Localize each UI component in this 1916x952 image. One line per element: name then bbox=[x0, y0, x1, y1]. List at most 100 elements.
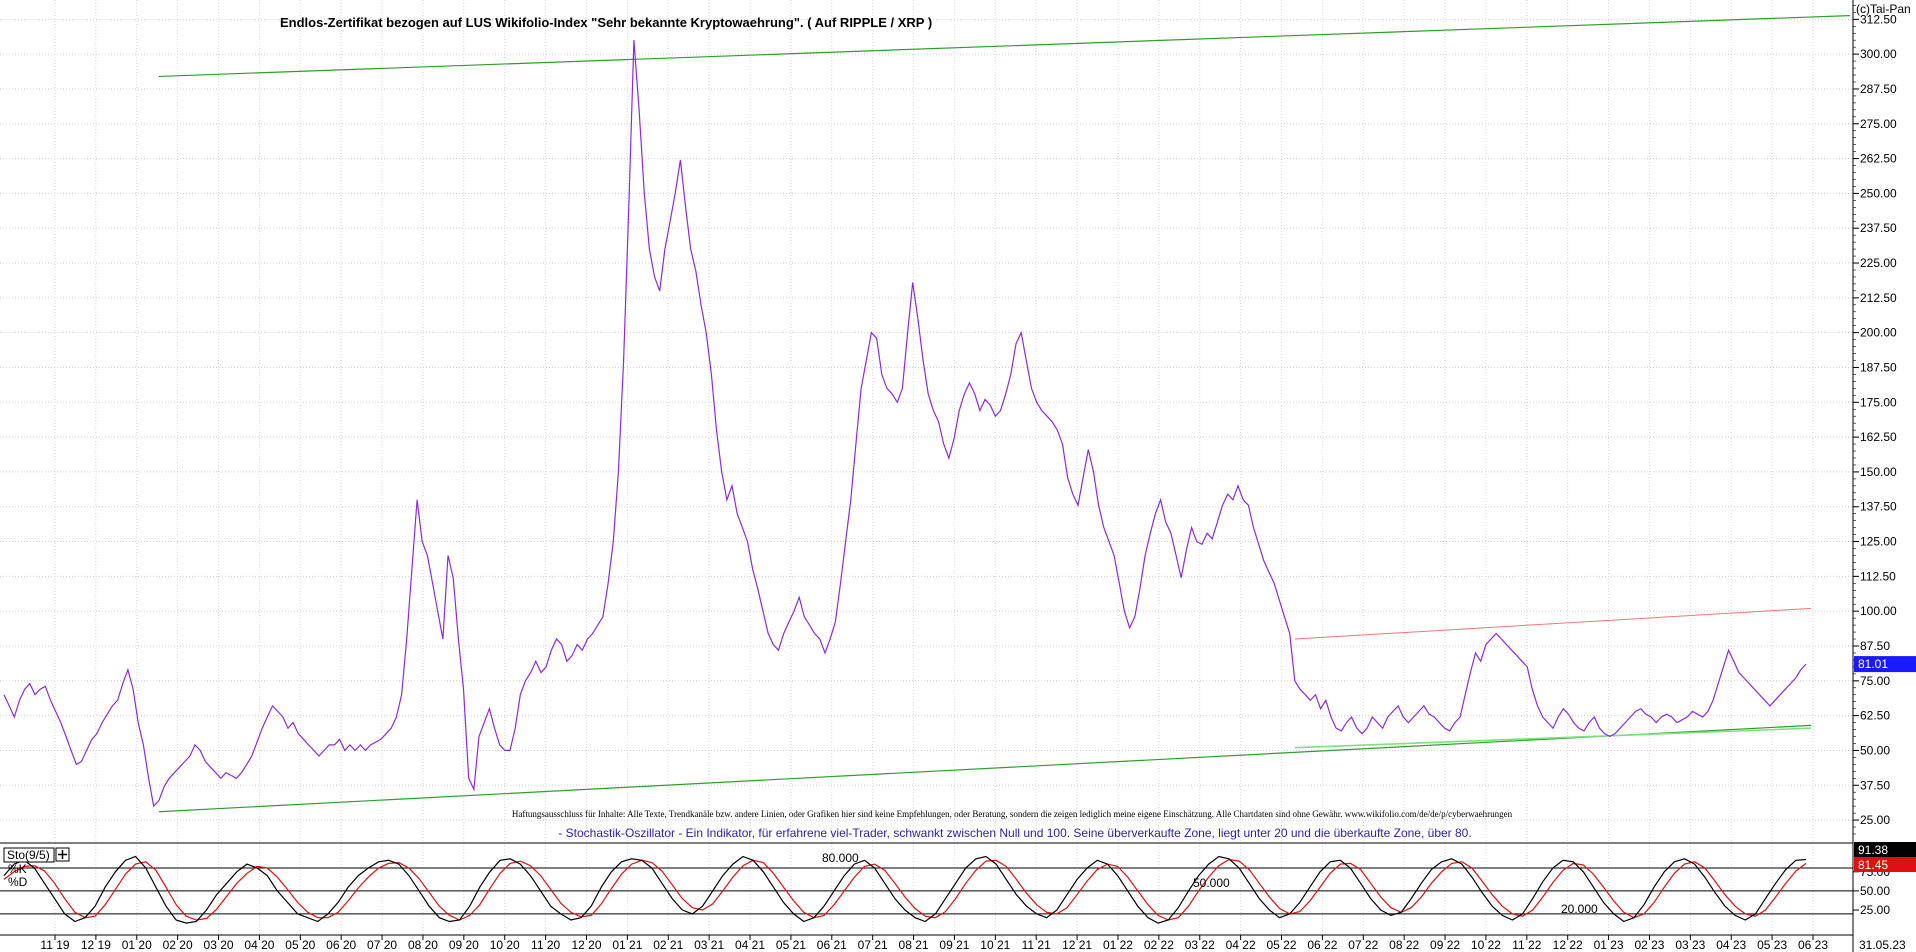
last-value-badge-text: 81.01 bbox=[1858, 657, 1888, 671]
y-tick-label: 200.00 bbox=[1860, 326, 1897, 340]
level-80-label: 80.000 bbox=[822, 851, 859, 865]
y-tick-label: 87.50 bbox=[1860, 639, 1890, 653]
x-tick-label: 04 20 bbox=[244, 938, 274, 952]
x-tick-label: 12 22 bbox=[1553, 938, 1583, 952]
y-tick-label: 250.00 bbox=[1860, 186, 1897, 200]
d-badge-bg bbox=[1854, 857, 1916, 872]
last-value-badge: 81.01 bbox=[1854, 656, 1916, 673]
y-tick-label: 287.50 bbox=[1860, 82, 1897, 96]
trend-line-trend-lightgreen bbox=[1294, 727, 1812, 749]
x-tick-label: 01 23 bbox=[1594, 938, 1624, 952]
y-tick-label: 212.50 bbox=[1860, 291, 1897, 305]
x-tick-label: 10 21 bbox=[980, 938, 1010, 952]
x-tick-label: 04 22 bbox=[1226, 938, 1256, 952]
x-tick-label: 02 21 bbox=[653, 938, 683, 952]
y-tick-label: 150.00 bbox=[1860, 465, 1897, 479]
y-tick-label: 125.00 bbox=[1860, 535, 1897, 549]
k-badge-text: 91.38 bbox=[1858, 843, 1888, 857]
k-value-badge: 91.38 bbox=[1854, 842, 1916, 857]
main-panel: Endlos-Zertifikat bezogen auf LUS Wikifo… bbox=[0, 0, 1853, 935]
x-tick-label: 02 22 bbox=[1144, 938, 1174, 952]
end-date-label: 31.05.23 bbox=[1859, 938, 1906, 952]
x-tick-label: 11 20 bbox=[531, 938, 560, 952]
x-tick-label: 12 21 bbox=[1062, 938, 1092, 952]
x-tick-label: 05 23 bbox=[1757, 938, 1787, 952]
x-tick-label: 03 23 bbox=[1675, 938, 1705, 952]
x-tick-label: 04 21 bbox=[735, 938, 765, 952]
y-tick-label: 137.50 bbox=[1860, 500, 1897, 514]
stochastic-gridlines bbox=[0, 867, 1853, 915]
x-tick-label: 11 19 bbox=[40, 938, 69, 952]
stochastic-label: Sto(9/5) bbox=[7, 848, 50, 862]
copyright-label: (c)Tai-Pan bbox=[1856, 2, 1911, 16]
x-tick-label: 08 21 bbox=[899, 938, 929, 952]
x-tick-label: 05 20 bbox=[285, 938, 315, 952]
x-tick-label: 09 21 bbox=[939, 938, 969, 952]
stochastic-note: - Stochastik-Oszillator - Ein Indikator,… bbox=[558, 826, 1471, 840]
disclaimer-text: Haftungsausschluss für Inhalte: Alle Tex… bbox=[512, 809, 1513, 819]
stochastic-legend[interactable]: Sto(9/5) %K %D bbox=[3, 847, 70, 889]
x-tick-label: 05 22 bbox=[1266, 938, 1296, 952]
y-tick-label: 312.50 bbox=[1860, 12, 1897, 26]
x-tick-label: 11 22 bbox=[1512, 938, 1541, 952]
d-badge-text: 81.45 bbox=[1858, 858, 1888, 872]
x-tick-label: 06 21 bbox=[817, 938, 847, 952]
price-axis: 25.00 37.50 50.00 62.50 75.00 87.50 100.00 112.… bbox=[1853, 5, 1897, 835]
x-tick-label: 07 20 bbox=[367, 938, 397, 952]
x-tick-label: 08 22 bbox=[1389, 938, 1419, 952]
stochastic-d-line bbox=[3, 858, 1807, 921]
y-tick-label: 175.00 bbox=[1860, 395, 1897, 409]
x-tick-label: 01 22 bbox=[1103, 938, 1133, 952]
y-tick-label: 112.50 bbox=[1860, 569, 1896, 583]
x-tick-label: 10 20 bbox=[490, 938, 520, 952]
time-axis: 11 19 12 19 01 20 02 20 03 20 04 20 05 20 06 20… bbox=[40, 935, 1828, 952]
x-tick-label: 03 22 bbox=[1185, 938, 1215, 952]
stochastic-panel: Sto(9/5) %K %D 80.000 50.000 20.000 25.0… bbox=[0, 842, 1916, 924]
stochastic-k-line bbox=[3, 855, 1807, 924]
x-tick-label: 12 19 bbox=[81, 938, 111, 952]
k-legend: %K bbox=[8, 862, 27, 876]
y-tick-label: 162.50 bbox=[1860, 430, 1897, 444]
level-20-label: 20.000 bbox=[1561, 902, 1598, 916]
x-tick-label: 08 20 bbox=[408, 938, 438, 952]
k-badge-bg bbox=[1854, 842, 1916, 857]
y-tick-label: 25.00 bbox=[1860, 813, 1890, 827]
y-tick-label: 275.00 bbox=[1860, 117, 1897, 131]
y-tick-label: 75.00 bbox=[1860, 674, 1890, 688]
price-series-line bbox=[3, 40, 1807, 808]
y-tick-label: 187.50 bbox=[1860, 360, 1897, 374]
x-tick-label: 06 23 bbox=[1798, 938, 1828, 952]
y-tick-label: 237.50 bbox=[1860, 221, 1897, 235]
x-tick-label: 02 20 bbox=[163, 938, 193, 952]
level-50-label: 50.000 bbox=[1193, 876, 1230, 890]
main-plot-area bbox=[0, 0, 1853, 838]
x-tick-label: 12 20 bbox=[571, 938, 601, 952]
chart-title: Endlos-Zertifikat bezogen auf LUS Wikifo… bbox=[280, 15, 932, 30]
y-tick-label: 100.00 bbox=[1860, 604, 1897, 618]
d-value-badge: 81.45 bbox=[1854, 857, 1916, 872]
x-tick-label: 02 23 bbox=[1634, 938, 1664, 952]
x-tick-label: 04 23 bbox=[1716, 938, 1746, 952]
y-tick-label: 62.50 bbox=[1860, 709, 1890, 723]
x-tick-label: 06 20 bbox=[326, 938, 356, 952]
x-tick-label: 03 21 bbox=[694, 938, 724, 952]
last-value-badge-bg bbox=[1854, 656, 1916, 673]
y-tick-label: 300.00 bbox=[1860, 47, 1897, 61]
d-legend: %D bbox=[8, 875, 28, 889]
x-tick-label: 11 21 bbox=[1022, 938, 1051, 952]
trend-line-trend-red bbox=[1294, 607, 1812, 640]
y-tick-label: 50.00 bbox=[1860, 743, 1890, 757]
y-tick-label: 37.50 bbox=[1860, 778, 1890, 792]
trend-line-trend-upper bbox=[158, 15, 1851, 78]
x-tick-label: 07 22 bbox=[1348, 938, 1378, 952]
x-tick-label: 03 20 bbox=[204, 938, 234, 952]
y-tick-label: 262.50 bbox=[1860, 152, 1897, 166]
x-tick-label: 10 22 bbox=[1471, 938, 1501, 952]
stoch-tick-label: 50.00 bbox=[1860, 884, 1890, 898]
x-tick-label: 06 22 bbox=[1307, 938, 1337, 952]
x-tick-label: 01 21 bbox=[612, 938, 642, 952]
stochastic-label-box bbox=[3, 847, 55, 863]
trend-line-trend-lower bbox=[158, 724, 1812, 813]
